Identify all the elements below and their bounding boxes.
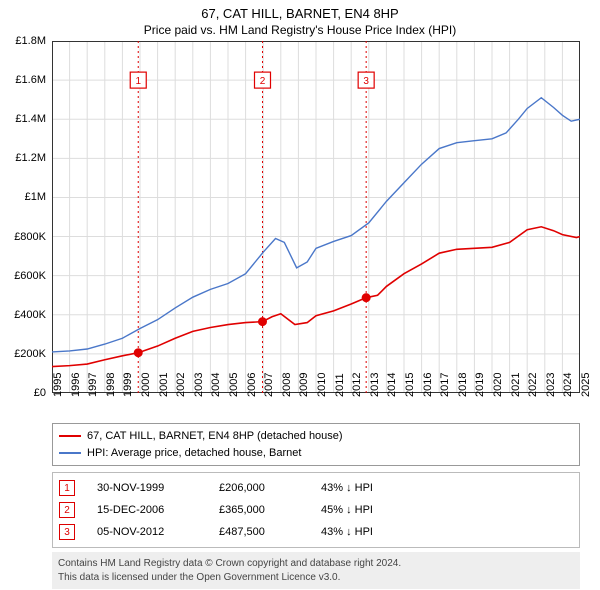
table-row: 2 15-DEC-2006 £365,000 45% ↓ HPI (59, 499, 573, 521)
y-axis-label: £200K (2, 348, 46, 360)
legend-item: HPI: Average price, detached house, Barn… (59, 445, 573, 462)
transaction-diff: 43% ↓ HPI (321, 482, 373, 494)
x-axis-label: 2010 (316, 373, 320, 397)
svg-text:2: 2 (260, 76, 266, 87)
transaction-price: £365,000 (219, 504, 299, 516)
transaction-marker: 3 (59, 524, 75, 540)
chart-area: 123 £0£200K£400K£600K£800K£1M£1.2M£1.4M£… (52, 41, 580, 393)
legend-swatch (59, 435, 81, 437)
x-axis-label: 2021 (510, 373, 514, 397)
y-axis-label: £1M (2, 191, 46, 203)
x-axis-label: 2012 (351, 373, 355, 397)
footer-line1: Contains HM Land Registry data © Crown c… (58, 557, 574, 571)
chart-title: 67, CAT HILL, BARNET, EN4 8HP (0, 0, 600, 21)
x-axis-label: 1996 (70, 373, 74, 397)
x-axis-label: 1995 (52, 373, 56, 397)
y-axis-label: £800K (2, 231, 46, 243)
transaction-diff: 43% ↓ HPI (321, 526, 373, 538)
x-axis-label: 1997 (87, 373, 91, 397)
y-axis-label: £1.2M (2, 152, 46, 164)
legend: 67, CAT HILL, BARNET, EN4 8HP (detached … (52, 423, 580, 466)
transaction-table: 1 30-NOV-1999 £206,000 43% ↓ HPI 2 15-DEC-200… (52, 472, 580, 548)
transaction-date: 05-NOV-2012 (97, 526, 197, 538)
figure: 67, CAT HILL, BARNET, EN4 8HP Price paid… (0, 0, 600, 590)
x-axis-label: 2008 (281, 373, 285, 397)
table-row: 1 30-NOV-1999 £206,000 43% ↓ HPI (59, 477, 573, 499)
svg-text:3: 3 (363, 76, 369, 87)
transaction-date: 30-NOV-1999 (97, 482, 197, 494)
y-axis-label: £400K (2, 309, 46, 321)
x-axis-label: 2004 (210, 373, 214, 397)
footer-line2: This data is licensed under the Open Gov… (58, 571, 574, 585)
transaction-diff: 45% ↓ HPI (321, 504, 373, 516)
chart-subtitle: Price paid vs. HM Land Registry's House … (0, 21, 600, 41)
x-axis-label: 2007 (263, 373, 267, 397)
x-axis-label: 2020 (492, 373, 496, 397)
x-axis-label: 2013 (369, 373, 373, 397)
x-axis-label: 2001 (158, 373, 162, 397)
x-axis-label: 2019 (474, 373, 478, 397)
x-axis-label: 2014 (386, 373, 390, 397)
x-axis-label: 1999 (122, 373, 126, 397)
x-axis-label: 2002 (175, 373, 179, 397)
x-axis-label: 2022 (527, 373, 531, 397)
footer-attribution: Contains HM Land Registry data © Crown c… (52, 552, 580, 589)
x-axis-label: 2024 (562, 373, 566, 397)
x-axis-label: 2006 (246, 373, 250, 397)
y-axis-label: £600K (2, 270, 46, 282)
transaction-date: 15-DEC-2006 (97, 504, 197, 516)
x-axis-label: 2018 (457, 373, 461, 397)
transaction-marker: 1 (59, 480, 75, 496)
svg-text:1: 1 (135, 76, 141, 87)
legend-label: 67, CAT HILL, BARNET, EN4 8HP (detached … (87, 428, 343, 445)
legend-swatch (59, 452, 81, 454)
legend-label: HPI: Average price, detached house, Barn… (87, 445, 301, 462)
x-axis-label: 2017 (439, 373, 443, 397)
y-axis-label: £1.8M (2, 35, 46, 47)
transaction-marker: 2 (59, 502, 75, 518)
x-axis-label: 2009 (298, 373, 302, 397)
table-row: 3 05-NOV-2012 £487,500 43% ↓ HPI (59, 521, 573, 543)
x-axis-label: 2005 (228, 373, 232, 397)
x-axis-label: 2023 (545, 373, 549, 397)
y-axis-label: £1.4M (2, 113, 46, 125)
y-axis-label: £1.6M (2, 74, 46, 86)
x-axis-label: 2015 (404, 373, 408, 397)
y-axis-label: £0 (2, 387, 46, 399)
transaction-price: £487,500 (219, 526, 299, 538)
x-axis-label: 2000 (140, 373, 144, 397)
x-axis-label: 2016 (422, 373, 426, 397)
line-chart: 1 2 3 (52, 41, 580, 393)
x-axis-label: 2003 (193, 373, 197, 397)
transaction-price: £206,000 (219, 482, 299, 494)
x-axis-label: 2025 (580, 373, 584, 397)
legend-item: 67, CAT HILL, BARNET, EN4 8HP (detached … (59, 428, 573, 445)
x-axis-label: 2011 (334, 373, 338, 397)
x-axis-label: 1998 (105, 373, 109, 397)
